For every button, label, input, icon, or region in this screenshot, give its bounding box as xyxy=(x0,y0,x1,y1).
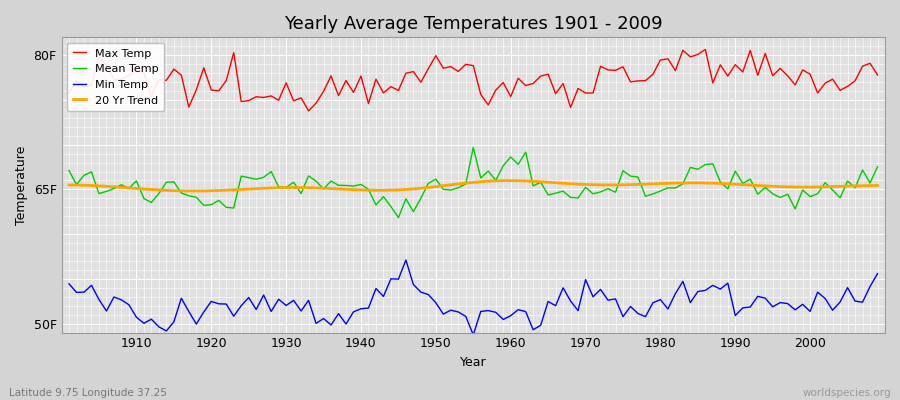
Min Temp xyxy=(468,332,479,337)
Mean Temp xyxy=(872,164,883,169)
Max Temp xyxy=(303,108,314,113)
Mean Temp xyxy=(288,180,299,185)
20 Yr Trend xyxy=(505,178,516,183)
20 Yr Trend xyxy=(872,183,883,188)
Mean Temp xyxy=(123,186,134,191)
20 Yr Trend xyxy=(296,185,307,190)
Max Temp xyxy=(872,72,883,77)
Min Temp xyxy=(872,271,883,276)
Mean Temp xyxy=(393,215,404,220)
20 Yr Trend xyxy=(513,178,524,183)
Y-axis label: Temperature: Temperature xyxy=(15,145,28,225)
Max Temp xyxy=(603,68,614,72)
Min Temp xyxy=(400,258,411,262)
20 Yr Trend xyxy=(123,186,134,190)
20 Yr Trend xyxy=(340,187,351,192)
Min Temp xyxy=(288,298,299,303)
Max Temp xyxy=(700,47,711,52)
20 Yr Trend xyxy=(191,188,202,193)
Max Temp xyxy=(505,94,516,99)
Text: worldspecies.org: worldspecies.org xyxy=(803,388,891,398)
20 Yr Trend xyxy=(64,182,75,187)
Line: Min Temp: Min Temp xyxy=(69,260,878,335)
20 Yr Trend xyxy=(610,182,621,187)
Legend: Max Temp, Mean Temp, Min Temp, 20 Yr Trend: Max Temp, Mean Temp, Min Temp, 20 Yr Tre… xyxy=(68,43,164,111)
X-axis label: Year: Year xyxy=(460,356,487,369)
Max Temp xyxy=(288,98,299,103)
Min Temp xyxy=(520,309,531,314)
20 Yr Trend xyxy=(520,178,531,183)
Line: 20 Yr Trend: 20 Yr Trend xyxy=(69,181,878,191)
Min Temp xyxy=(64,282,75,286)
Mean Temp xyxy=(610,190,621,195)
Max Temp xyxy=(340,78,351,83)
Min Temp xyxy=(610,296,621,301)
Title: Yearly Average Temperatures 1901 - 2009: Yearly Average Temperatures 1901 - 2009 xyxy=(284,15,662,33)
Mean Temp xyxy=(333,183,344,188)
Mean Temp xyxy=(520,150,531,154)
Mean Temp xyxy=(513,162,524,167)
Line: Mean Temp: Mean Temp xyxy=(69,148,878,218)
Line: Max Temp: Max Temp xyxy=(69,50,878,111)
Text: Latitude 9.75 Longitude 37.25: Latitude 9.75 Longitude 37.25 xyxy=(9,388,166,398)
Max Temp xyxy=(123,73,134,78)
Max Temp xyxy=(64,91,75,96)
Min Temp xyxy=(513,307,524,312)
Mean Temp xyxy=(64,168,75,173)
Max Temp xyxy=(513,76,524,81)
Min Temp xyxy=(123,302,134,307)
Mean Temp xyxy=(468,145,479,150)
Min Temp xyxy=(333,311,344,316)
